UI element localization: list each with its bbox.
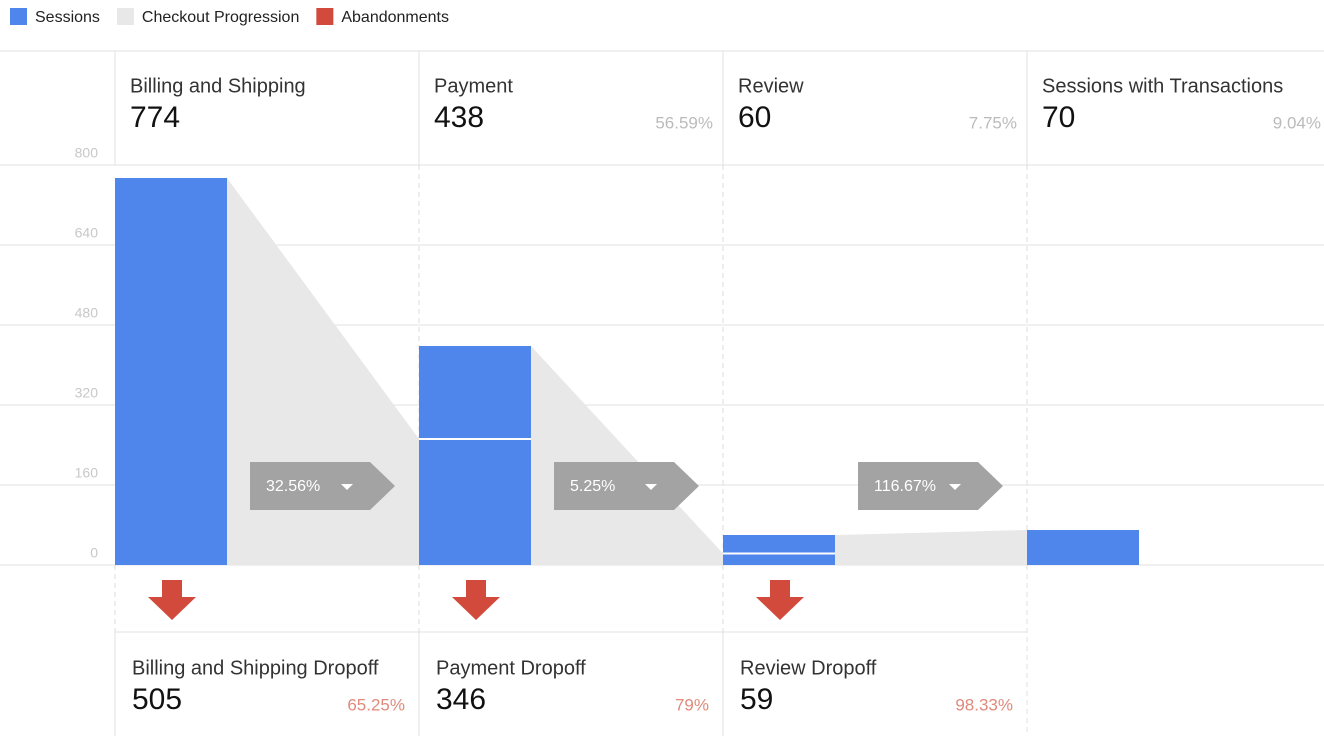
bar-segment — [1027, 530, 1139, 565]
caret — [341, 484, 353, 490]
y-tick-label: 480 — [75, 305, 99, 321]
legend-label: Sessions — [35, 9, 100, 26]
y-tick-label: 0 — [90, 545, 98, 561]
dropoff-percent: 98.33% — [955, 695, 1013, 714]
abandon-arrow — [148, 580, 196, 620]
progression-arrow — [250, 462, 395, 510]
progression-arrow — [858, 462, 1003, 510]
stage-value: 70 — [1042, 101, 1075, 134]
stage-percent: 7.75% — [969, 113, 1017, 132]
stage-name: Sessions with Transactions — [1042, 75, 1283, 97]
progression-area — [531, 346, 723, 565]
dropoff-name: Review Dropoff — [740, 657, 877, 679]
dropoff-value: 346 — [436, 683, 486, 716]
abandon-arrow — [756, 580, 804, 620]
legend-swatch — [10, 8, 27, 25]
legend-swatch — [116, 8, 134, 25]
bar-segment — [723, 535, 835, 554]
legend-label: Abandonments — [341, 9, 449, 26]
progression-label: 32.56% — [266, 478, 320, 495]
stage-percent: 56.59% — [655, 113, 713, 132]
stage-name: Billing and Shipping — [130, 75, 306, 97]
stage-value: 438 — [434, 101, 484, 134]
y-tick-label: 640 — [75, 225, 99, 241]
y-tick-label: 160 — [75, 465, 99, 481]
progression-arrow — [554, 462, 699, 510]
abandon-arrow — [452, 580, 500, 620]
bar-segment — [419, 346, 531, 439]
caret — [949, 484, 961, 490]
caret — [645, 484, 657, 490]
dropoff-value: 59 — [740, 683, 773, 716]
dropoff-name: Billing and Shipping Dropoff — [132, 657, 379, 679]
bar-segment — [419, 439, 531, 565]
progression-area — [835, 530, 1027, 565]
stage-name: Review — [738, 75, 804, 97]
legend-label: Checkout Progression — [142, 9, 299, 26]
dropoff-percent: 79% — [675, 695, 709, 714]
progression-label: 116.67% — [874, 478, 936, 495]
bar-segment — [115, 178, 227, 565]
stage-name: Payment — [434, 75, 513, 97]
dropoff-percent: 65.25% — [347, 695, 405, 714]
y-tick-label: 320 — [75, 385, 99, 401]
stage-percent: 9.04% — [1273, 113, 1321, 132]
stage-value: 774 — [130, 101, 180, 134]
legend-swatch — [316, 8, 334, 25]
progression-label: 5.25% — [570, 478, 615, 495]
bar-segment — [723, 553, 835, 565]
dropoff-name: Payment Dropoff — [436, 657, 586, 679]
y-tick-label: 800 — [75, 145, 99, 161]
dropoff-value: 505 — [132, 683, 182, 716]
stage-value: 60 — [738, 101, 771, 134]
